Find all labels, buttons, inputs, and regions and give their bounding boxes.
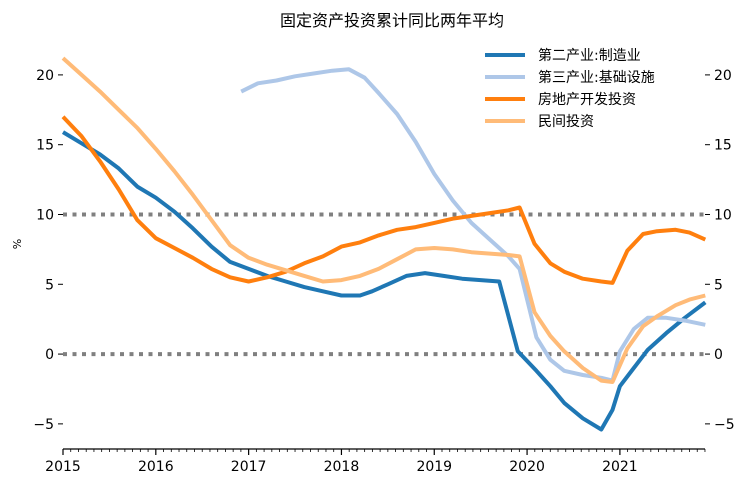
legend-label-4: 民间投资 <box>538 114 594 130</box>
x-ticks: 2015 2016 2017 2018 2019 2020 2021 <box>45 449 706 475</box>
y-tick-label-left: 5 <box>45 277 54 293</box>
series-line-2 <box>240 67 706 383</box>
y-tick-label-right: 15 <box>714 138 732 154</box>
y-tick-label-left: 0 <box>45 347 54 363</box>
x-tick-label: 2020 <box>509 459 545 475</box>
chart-title: 固定资产投资累计同比两年平均 <box>280 11 504 30</box>
y-tick-label-left: −5 <box>33 417 54 433</box>
y-tick-label-right: 0 <box>714 347 723 363</box>
y-axis-label: % <box>11 239 24 249</box>
legend-label-1: 第二产业:制造业 <box>538 47 641 64</box>
series-lines <box>61 56 707 432</box>
y-ticks-right: −5 0 5 10 15 20 <box>705 68 735 433</box>
series-line-3 <box>61 115 707 285</box>
y-tick-label-right: −5 <box>714 417 735 433</box>
y-ticks-left: −5 0 5 10 15 20 <box>33 68 63 433</box>
legend-label-3: 房地产开发投资 <box>538 92 636 108</box>
x-tick-label: 2019 <box>416 459 452 475</box>
x-tick-label: 2021 <box>602 459 638 475</box>
x-tick-label: 2018 <box>324 459 360 475</box>
y-tick-label-left: 20 <box>36 68 54 84</box>
series-line-4 <box>61 56 706 384</box>
y-tick-label-left: 15 <box>36 138 54 154</box>
y-tick-label-right: 20 <box>714 68 732 84</box>
reference-lines <box>63 212 705 357</box>
y-tick-label-left: 10 <box>36 207 54 223</box>
y-tick-label-right: 5 <box>714 277 723 293</box>
x-tick-label: 2015 <box>45 459 81 475</box>
x-tick-label: 2017 <box>231 459 267 475</box>
series-line-1 <box>61 130 707 432</box>
x-tick-label: 2016 <box>138 459 174 475</box>
legend-label-2: 第三产业:基础设施 <box>538 69 655 86</box>
y-tick-label-right: 10 <box>714 207 732 223</box>
plot-area: 2015 2016 2017 2018 2019 2020 2021 −505101520 … <box>11 56 735 475</box>
